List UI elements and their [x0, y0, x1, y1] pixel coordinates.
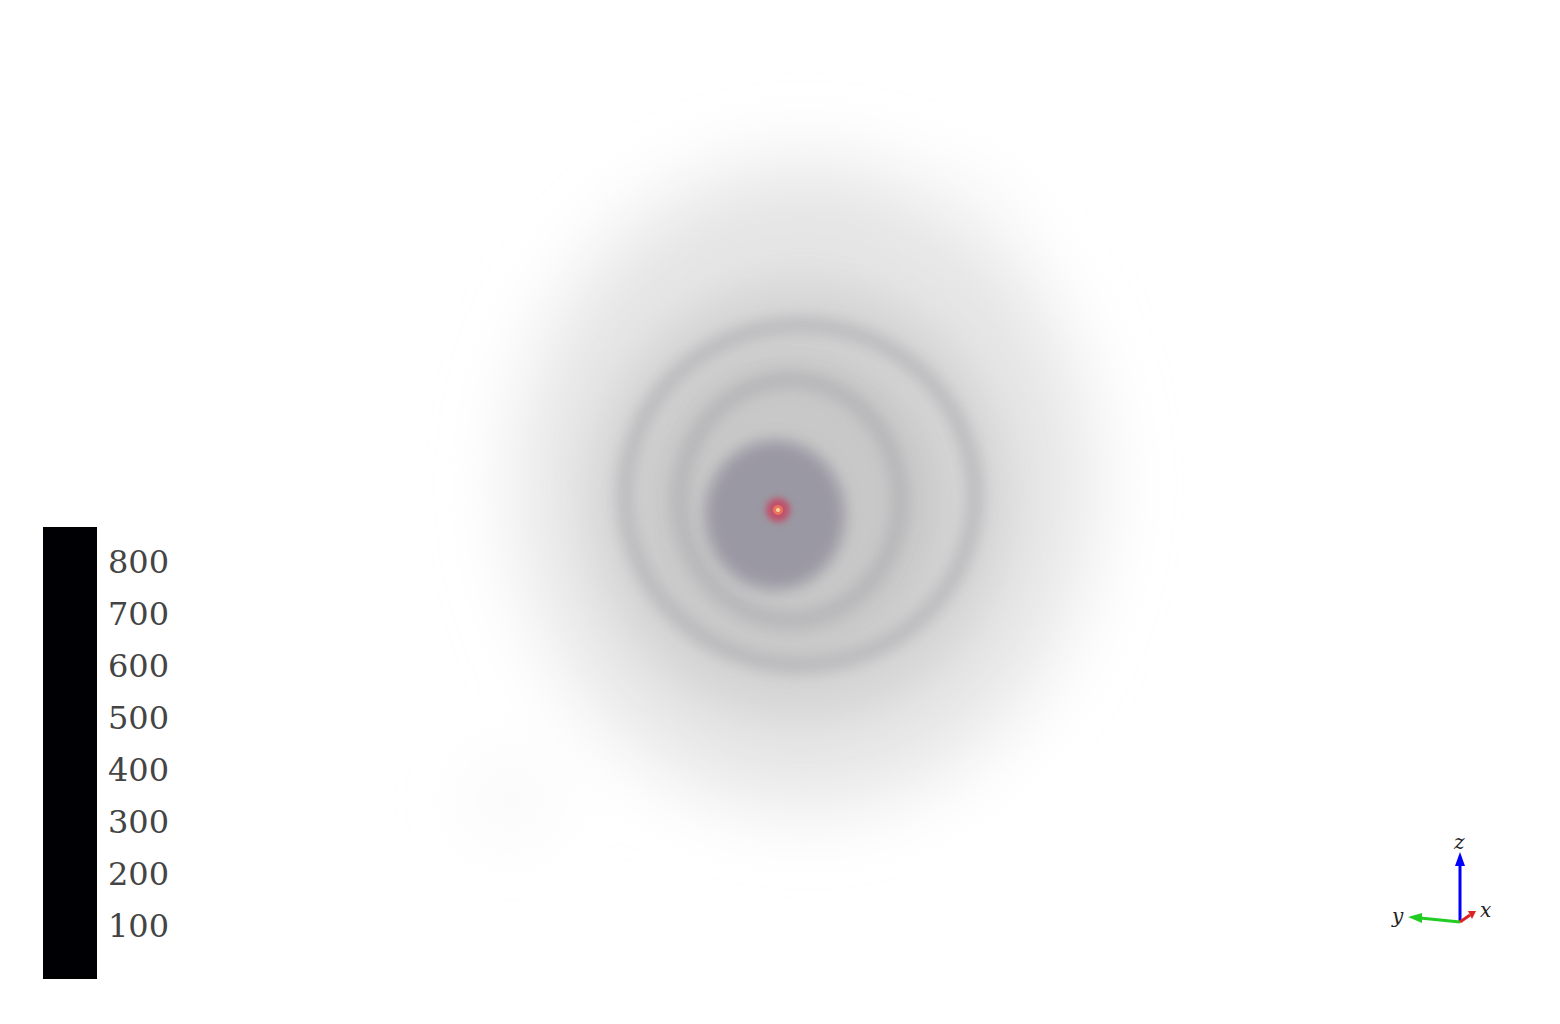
svg-text:y: y — [1391, 904, 1404, 928]
svg-text:100: 100 — [108, 907, 169, 945]
svg-text:400: 400 — [108, 751, 169, 789]
svg-text:800: 800 — [108, 543, 169, 581]
svg-text:z: z — [1453, 830, 1465, 854]
svg-text:200: 200 — [108, 855, 169, 893]
svg-text:700: 700 — [108, 595, 169, 633]
svg-text:600: 600 — [108, 647, 169, 685]
svg-text:500: 500 — [108, 699, 169, 737]
svg-text:x: x — [1480, 898, 1491, 922]
svg-text:300: 300 — [108, 803, 169, 841]
